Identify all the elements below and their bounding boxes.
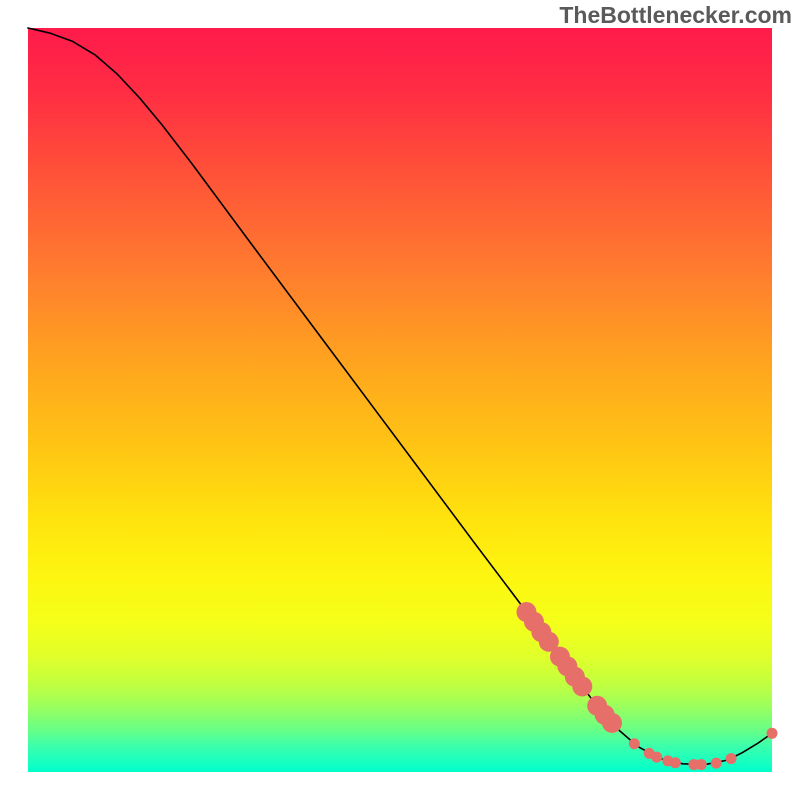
data-marker xyxy=(670,757,681,768)
watermark-text: TheBottlenecker.com xyxy=(559,2,792,29)
data-marker xyxy=(711,758,722,769)
chart-stage: TheBottlenecker.com xyxy=(0,0,800,800)
data-marker xyxy=(602,713,622,733)
data-marker xyxy=(726,753,737,764)
plot-background xyxy=(28,28,772,772)
data-marker xyxy=(629,738,640,749)
data-marker xyxy=(651,752,662,763)
data-marker xyxy=(696,759,707,770)
chart-svg xyxy=(0,0,800,800)
data-marker xyxy=(767,728,778,739)
data-marker xyxy=(572,676,592,696)
